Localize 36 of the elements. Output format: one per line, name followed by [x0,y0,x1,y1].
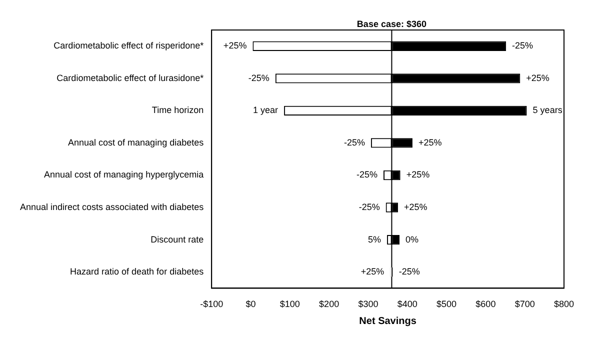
y-tick-label: Cardiometabolic effect of lurasidone* [56,72,204,83]
annotation: +25% [526,72,550,83]
x-tick-label: $0 [246,299,256,310]
annotation: 5 years [532,105,563,116]
x-tick-label: $400 [397,299,418,310]
x-tick-label: $800 [554,299,574,310]
x-tick-label: -$100 [200,299,224,310]
annotation: -25% [356,170,378,180]
y-tick-label: Annual cost of managing hyperglycemia [44,170,204,180]
x-tick-label: $700 [514,299,535,310]
y-tick-label: Time horizon [152,105,204,116]
y-tick-label: Cardiometabolic effect of risperidone* [54,40,204,51]
x-tick-label: $500 [436,299,457,310]
annotation: -25% [248,72,270,83]
x-tick-label: $100 [280,299,300,310]
annotation: -25% [344,137,365,148]
x-tick-label: $200 [319,299,340,310]
ref-line-label: Base case: $360 [356,18,426,29]
annotation: +25% [223,40,247,51]
y-tick-label: Annual indirect costs associated with diabetes [20,202,204,212]
annotation: +25% [406,170,430,180]
annotation: +25% [404,202,428,212]
annotation: +25% [418,137,442,148]
y-tick-label: Discount rate [150,234,204,244]
x-tick-label: $300 [358,299,378,310]
y-tick-label: Annual cost of managing diabetes [68,137,204,148]
annotation: 0% [406,234,419,244]
annotation: -25% [512,40,534,51]
annotation: 1 year [253,105,278,116]
y-tick-label: Hazard ratio of death for diabetes [70,266,204,277]
annotation: +25% [360,266,384,277]
x-axis-title: Net Savings [359,316,417,327]
annotation: 5% [368,234,382,244]
annotation: -25% [398,266,420,277]
annotation: -25% [358,202,380,212]
x-tick-label: $600 [476,299,496,310]
